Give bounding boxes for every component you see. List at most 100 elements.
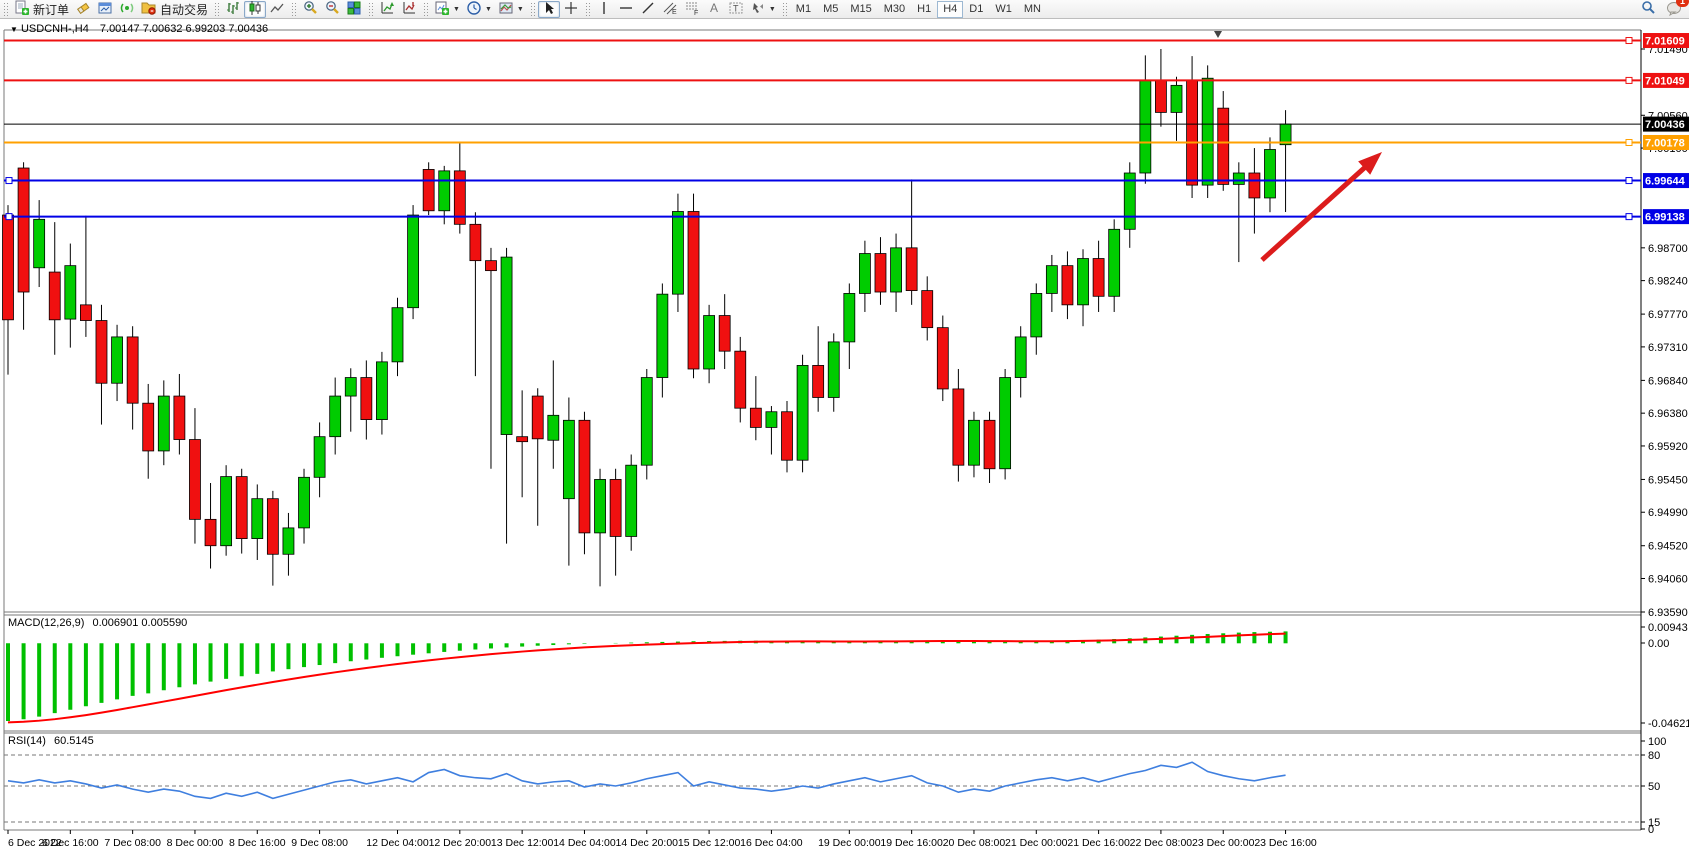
line-chart-icon — [269, 0, 285, 19]
trend-arrow-line[interactable] — [1260, 159, 1374, 262]
rsi-label: RSI(14) 60.5145 — [8, 735, 94, 747]
candle-body — [1155, 79, 1167, 113]
chart-area[interactable]: 7.014907.005607.001006.987006.982406.977… — [0, 19, 1689, 858]
timeframe-button-m1[interactable]: M1 — [795, 3, 812, 15]
chart-window-button[interactable] — [94, 1, 116, 18]
line-anchor[interactable] — [1625, 177, 1633, 185]
symbol-dropdown-icon[interactable]: ▼ — [10, 25, 18, 34]
price-tick-label: 6.96840 — [1648, 375, 1688, 387]
text-tool[interactable]: A — [703, 1, 725, 18]
current-price-tag: 7.00436 — [1645, 119, 1685, 131]
candle-body — [1170, 84, 1183, 113]
trend-arrow-head[interactable] — [1358, 152, 1382, 175]
time-label: 14 Dec 20:00 — [616, 837, 679, 849]
search-icon[interactable] — [1640, 0, 1656, 19]
text-label-tool[interactable]: T — [725, 1, 747, 18]
candle-body — [594, 479, 606, 534]
notification-badge: 1 — [1675, 0, 1689, 7]
symbol-period-label: USDCNH-,H4 — [20, 23, 89, 35]
candle-body — [376, 361, 388, 420]
line-anchor[interactable] — [1625, 213, 1633, 221]
price-line-tag: 7.01049 — [1645, 75, 1685, 87]
zoom-out-button[interactable] — [321, 0, 343, 18]
signal-button[interactable] — [116, 1, 138, 18]
timeframe-button-m15[interactable]: M15 — [850, 3, 872, 15]
toolbar-grip — [368, 2, 374, 16]
timeframe-button-mn[interactable]: MN — [1023, 3, 1041, 15]
chevron-down-icon: ▼ — [453, 5, 460, 13]
candle-body — [407, 214, 419, 309]
price-line-tag-bg — [1643, 173, 1689, 189]
line-anchor[interactable] — [5, 213, 13, 221]
candle-body — [734, 350, 747, 409]
candle-body — [189, 439, 201, 520]
candlestick-chart-button[interactable] — [244, 0, 267, 18]
arrows-icon — [750, 0, 766, 19]
eraser-button[interactable] — [72, 1, 94, 18]
new-order-icon — [14, 0, 30, 19]
line-anchor[interactable] — [1625, 37, 1633, 45]
template-button[interactable]: ▼ — [495, 1, 527, 18]
line-anchor[interactable] — [1625, 76, 1633, 84]
indicator-window-button[interactable] — [398, 1, 420, 18]
horizontal-line-tool[interactable] — [615, 1, 637, 18]
timeframe-button-h4[interactable]: H4 — [937, 0, 964, 18]
zoom-in-button[interactable] — [299, 0, 321, 18]
candle-body — [1030, 293, 1043, 338]
toolbar-grip — [3, 2, 8, 16]
cursor-tool-button[interactable] — [537, 0, 560, 18]
timeframe-button-d1[interactable]: D1 — [969, 3, 984, 15]
candle-body — [360, 377, 373, 420]
candle-body — [516, 436, 529, 443]
macd-values: 0.006901 0.005590 — [92, 617, 188, 629]
rsi-name: RSI(14) — [8, 735, 46, 747]
candle-body — [485, 260, 497, 272]
line-anchor[interactable] — [1625, 139, 1633, 147]
price-line-tag: 7.00178 — [1645, 138, 1685, 150]
price-tick-label: 6.97770 — [1648, 309, 1688, 321]
line-anchor[interactable] — [5, 177, 13, 185]
crosshair-tool-button[interactable] — [560, 1, 582, 18]
candle-body — [765, 411, 778, 428]
candle-body — [843, 293, 856, 343]
timeframe-button-m30[interactable]: M30 — [883, 3, 906, 15]
autotrading-label: 自动交易 — [160, 2, 209, 17]
tile-windows-button[interactable] — [343, 1, 365, 18]
new-chart-button[interactable]: ▼ — [431, 1, 463, 18]
toolbar-grip — [291, 2, 297, 16]
timeframe-button-m5[interactable]: M5 — [823, 3, 839, 15]
line-chart-button[interactable] — [266, 1, 288, 18]
channel-tool[interactable]: E — [659, 1, 681, 18]
autotrading-button[interactable]: 自动交易 — [138, 1, 211, 18]
new-order-button[interactable]: 新订单 — [11, 0, 72, 19]
indicator-add-button[interactable] — [376, 1, 398, 18]
price-line-tag-bg — [1643, 209, 1689, 225]
indicator-window-icon — [401, 0, 417, 19]
timeframe-button-w1[interactable]: W1 — [995, 3, 1012, 15]
chart-shift-marker[interactable] — [1214, 31, 1222, 38]
macd-axis-label: 0.00 — [1648, 638, 1669, 650]
vertical-line-tool[interactable] — [593, 1, 615, 18]
notifications-button[interactable]: 1 — [1666, 0, 1689, 19]
candle-body — [687, 211, 700, 370]
rsi-line — [7, 761, 1286, 800]
candle-body — [578, 419, 591, 534]
candle-body — [220, 476, 233, 547]
vertical-line-icon — [596, 0, 612, 19]
text-icon: A — [706, 0, 722, 19]
arrows-tool[interactable]: ▼ — [747, 1, 779, 18]
chevron-down-icon: ▼ — [768, 5, 776, 13]
clock-icon — [466, 0, 482, 19]
rsi-value: 60.5145 — [53, 735, 94, 747]
period-button[interactable]: ▼ — [463, 0, 495, 19]
toolbar-grip — [529, 2, 535, 16]
rsi-axis-label: 50 — [1648, 781, 1660, 793]
candle-body — [983, 419, 996, 470]
timeframe-button-h1[interactable]: H1 — [917, 3, 932, 15]
fibonacci-tool[interactable]: F — [681, 1, 703, 18]
trendline-tool[interactable] — [637, 1, 659, 18]
price-tick-label: 6.95920 — [1648, 441, 1688, 453]
bar-chart-button[interactable] — [222, 1, 244, 18]
chart-title: ▼ USDCNH-,H4 7.00147 7.00632 6.99203 7.0… — [10, 23, 268, 35]
